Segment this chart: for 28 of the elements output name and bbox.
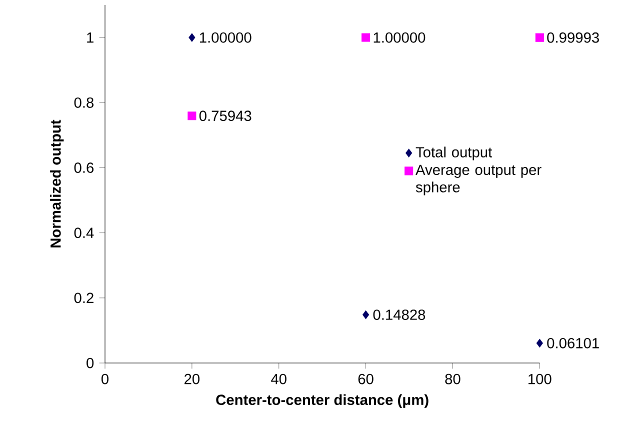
point xyxy=(535,33,544,42)
legend-label: Average output per sphere xyxy=(416,164,542,196)
x-tick-label: 0 xyxy=(101,374,108,384)
point xyxy=(188,112,196,120)
point xyxy=(362,310,370,320)
data-label: 0.06101 xyxy=(547,338,599,348)
point xyxy=(188,33,196,42)
y-tick-label: 0.2 xyxy=(74,292,94,304)
y-tick-label: 0.8 xyxy=(74,97,94,108)
x-tick-label: 20 xyxy=(184,374,200,384)
data-label: 0.75943 xyxy=(199,110,252,122)
x-tick-label: 40 xyxy=(271,374,286,384)
y-tick-label: 0.4 xyxy=(74,228,94,238)
point xyxy=(536,338,543,348)
x-axis-title: Center-to-center distance (μm) xyxy=(216,394,428,408)
legend-label: Total output xyxy=(416,146,492,160)
data-label: 0.99993 xyxy=(547,32,599,43)
y-axis-title: Normalized output xyxy=(50,120,64,248)
x-tick-label: 100 xyxy=(528,374,552,384)
y-tick-label: 1 xyxy=(87,32,94,43)
data-label: 1.00000 xyxy=(200,32,252,43)
x-tick-label: 80 xyxy=(445,374,460,384)
x-tick-label: 60 xyxy=(358,374,374,384)
data-label: 0.14828 xyxy=(373,310,426,320)
point xyxy=(362,33,370,42)
data-label: 1.00000 xyxy=(374,32,426,43)
y-tick-label: 0.6 xyxy=(74,162,94,173)
y-tick-label: 0 xyxy=(86,358,94,368)
